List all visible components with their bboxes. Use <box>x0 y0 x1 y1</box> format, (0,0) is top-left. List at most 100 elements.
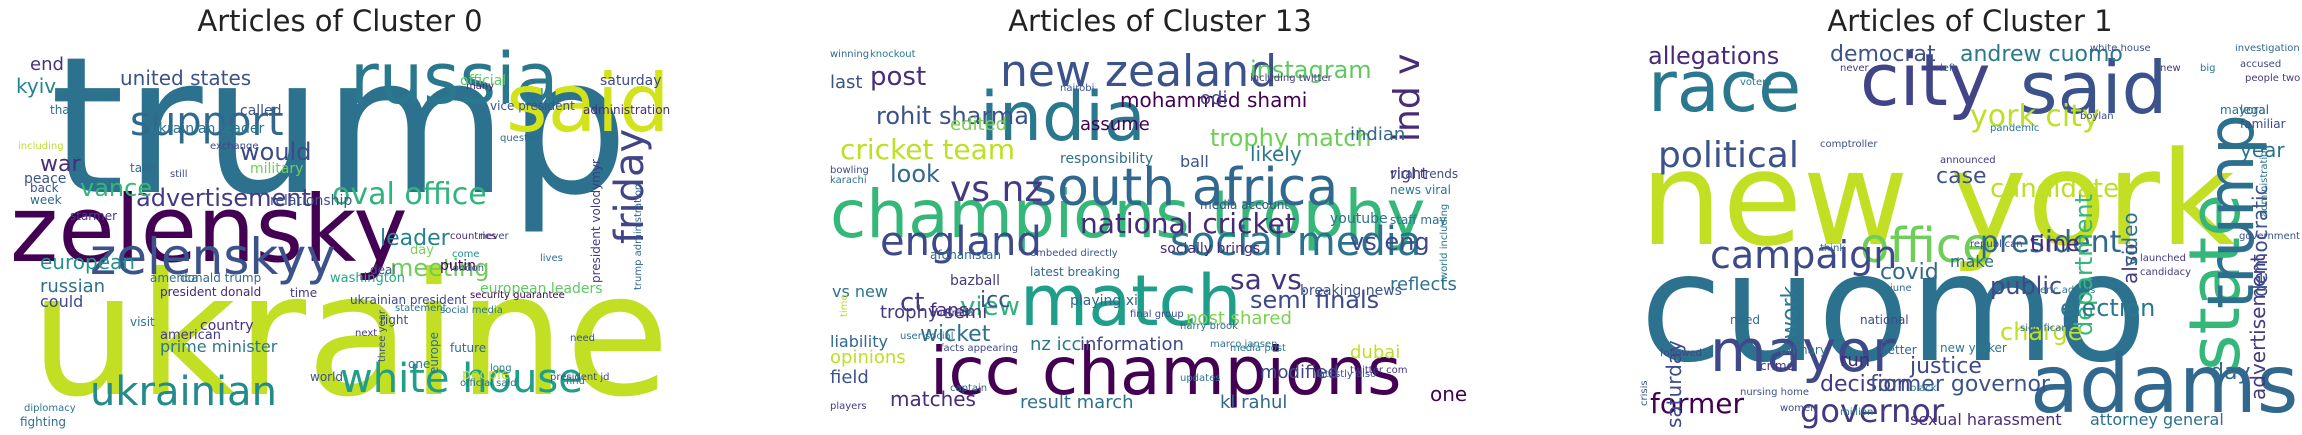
word-official-said: official said <box>460 378 517 389</box>
word-former: former <box>1650 387 1745 420</box>
word-one: one <box>1430 382 1468 406</box>
word-socially-brings: socially brings <box>1160 241 1261 257</box>
word-harry-brook: harry brook <box>1180 321 1238 332</box>
word-decision: decision <box>1820 372 1911 397</box>
word-exchange: exchange <box>210 141 259 152</box>
word-rohit-sharma: rohit sharma <box>876 102 1029 130</box>
word-ukrainian-leader: ukrainian leader <box>150 121 265 137</box>
word-karachi: karachi <box>830 175 867 186</box>
word-winning: winning <box>830 49 870 60</box>
word-said: said <box>2020 46 2168 130</box>
wordcloud-panel-cluster-13: Articles of Cluster 13 champions trophy i… <box>830 0 1490 435</box>
word-adams: adams <box>2030 338 2299 429</box>
word-european-leaders: european leaders <box>480 281 603 297</box>
word-post-shared: post shared <box>1186 308 1292 329</box>
word-players: players <box>830 401 867 412</box>
word-still: still <box>170 169 188 180</box>
word-white-house: white house <box>2090 44 2151 54</box>
word-matches: matches <box>890 387 976 411</box>
word-support: support <box>130 99 284 145</box>
word-investigation: investigation <box>2235 44 2300 54</box>
word-many: many <box>466 81 495 92</box>
word-republican: republican <box>1970 239 2023 250</box>
word-president-volodymyr: president volodymyr <box>589 159 603 283</box>
word-take: take <box>130 161 156 175</box>
word-find: find <box>566 376 585 387</box>
word-familiar: familiar <box>2240 117 2286 131</box>
word-sa-vs: sa vs <box>1230 263 1302 296</box>
word-likely: likely <box>1250 142 1302 166</box>
word-kyiv: kyiv <box>16 74 57 98</box>
word-semi-finals: semi finals <box>1250 286 1380 314</box>
word-putin: putin <box>440 258 477 274</box>
word-staff-may: staff may <box>1390 213 1447 227</box>
word-news-viral: news viral <box>1390 183 1451 197</box>
word-social-media: social media <box>440 305 503 316</box>
word-military: military <box>250 161 304 177</box>
word-modified: modified <box>1260 362 1339 383</box>
word-black: black <box>1910 383 1937 394</box>
word-eric-adams: eric adams <box>2040 285 2096 296</box>
word-embeded-directly: embeded directly <box>1030 248 1118 259</box>
word-cuomo: cuomo <box>1640 222 2148 396</box>
word-national: national <box>1860 313 1909 327</box>
word-would: would <box>240 138 312 166</box>
word-look: look <box>890 160 940 188</box>
wordcloud-panel-cluster-0: Articles of Cluster 0 trump ukraine zelens… <box>10 0 670 435</box>
word-assume: assume <box>1080 114 1150 135</box>
word-bazball: bazball <box>950 273 1001 289</box>
word-icc: icc <box>980 288 1011 313</box>
word-london: london <box>450 263 485 274</box>
word-followed: followed <box>1660 348 1702 359</box>
word-champions-trophy: champions trophy <box>830 176 1426 253</box>
word-trophy-semi: trophy semi <box>880 302 988 323</box>
word-new-yorker: new yorker <box>1940 341 2007 355</box>
word-relationship: relationship <box>270 193 353 209</box>
word-right: right <box>380 313 409 327</box>
word-ukrainian-president: ukrainian president <box>350 293 467 307</box>
word-sexual-harassment: sexual harassment <box>1910 410 2062 429</box>
word-president-jd: president jd <box>550 372 610 383</box>
word-never: never <box>480 231 509 242</box>
word-big: big <box>2200 63 2216 74</box>
word-york-city: york city <box>1970 99 2100 134</box>
word-come: come <box>452 249 480 260</box>
word-president-donald: president donald <box>160 285 262 299</box>
word-russian: russian <box>40 276 106 297</box>
word-office: office <box>1860 218 1992 274</box>
word-playing-xi: playing xi <box>1070 293 1138 309</box>
panel-title: Articles of Cluster 0 <box>197 4 483 38</box>
word-legal: legal <box>2240 103 2270 117</box>
word-time: time <box>839 294 850 317</box>
word-nairobi: nairobi <box>1060 83 1095 94</box>
word-user-social: user social <box>900 331 954 342</box>
word-comptroller: comptroller <box>1820 139 1878 150</box>
word-russia: russia <box>350 44 559 120</box>
word-official: official <box>460 73 507 89</box>
word-city: city <box>1860 44 1991 122</box>
word-latest-breaking: latest breaking <box>1030 265 1121 279</box>
word-year: year <box>2240 138 2285 162</box>
word-president: president <box>1980 225 2122 260</box>
word-left: left <box>1940 63 1957 74</box>
word-result-march: result march <box>1020 392 1134 413</box>
word-view: view <box>960 292 1020 322</box>
word-need: need <box>570 333 595 344</box>
word-question: question <box>500 133 544 144</box>
word-responsibility: responsibility <box>1060 151 1154 167</box>
word-significant: significant <box>2020 323 2072 334</box>
word-need: need <box>1730 313 1760 327</box>
word-friday: friday <box>607 128 653 244</box>
word-indian: indian <box>1350 124 1406 145</box>
word-including: including <box>18 141 64 152</box>
word-video: video <box>2118 212 2142 267</box>
word-mayoral: mayoral <box>2220 103 2270 117</box>
word-fighting: fighting <box>20 415 67 429</box>
word-dubai: dubai <box>1350 342 1401 363</box>
word-visit: visit <box>130 315 155 329</box>
word-edited: edited <box>950 114 1008 135</box>
word-prime-minister: prime minister <box>160 337 278 356</box>
word-time: time <box>290 286 318 300</box>
word-candidate: candidate <box>1990 174 2120 204</box>
word-breaking-news: breaking news <box>1300 283 1402 299</box>
